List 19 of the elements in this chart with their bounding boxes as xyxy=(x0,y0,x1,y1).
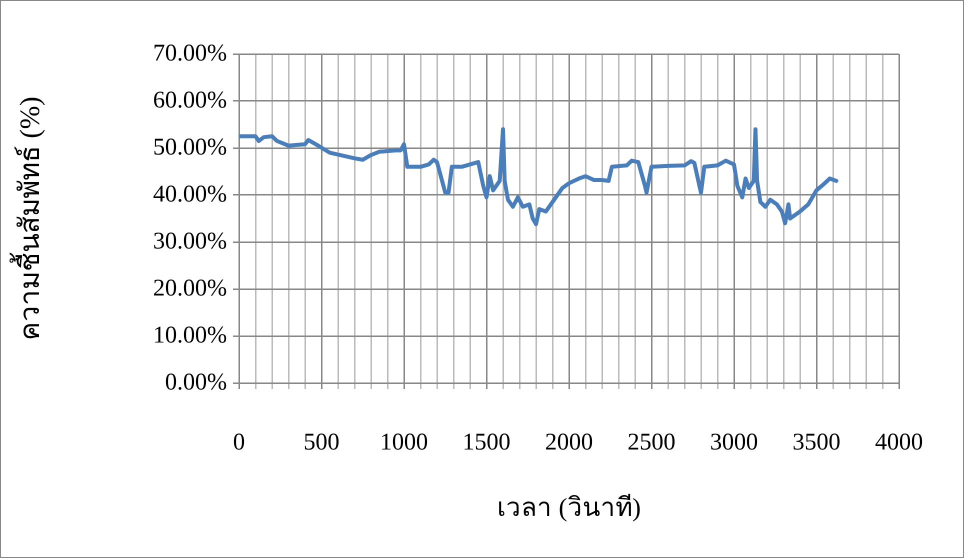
y-tick-label: 60.00% xyxy=(153,87,227,114)
x-tick-label: 2000 xyxy=(545,430,593,456)
y-tick-label: 0.00% xyxy=(165,369,227,396)
x-tick-label: 0 xyxy=(233,430,245,456)
y-tick-label: 30.00% xyxy=(153,228,227,254)
x-tick-label: 4000 xyxy=(875,430,923,456)
y-axis-title: ความชื้นสัมพัทธ์ (%) xyxy=(9,96,46,340)
x-axis-title: เวลา (วินาที) xyxy=(497,493,641,522)
x-tick-label: 2500 xyxy=(628,430,676,456)
x-tick-label: 3500 xyxy=(792,430,840,456)
y-tick-label: 50.00% xyxy=(153,134,227,160)
y-tick-label: 10.00% xyxy=(153,322,227,348)
x-tick-label: 1000 xyxy=(380,430,428,456)
y-tick-label: 20.00% xyxy=(153,275,227,302)
x-tick-label: 3000 xyxy=(710,430,758,456)
x-tick-label: 500 xyxy=(304,430,340,456)
y-tick-label: 40.00% xyxy=(153,181,227,208)
y-tick-label: 70.00% xyxy=(153,40,227,66)
x-tick-label: 1500 xyxy=(462,430,510,456)
